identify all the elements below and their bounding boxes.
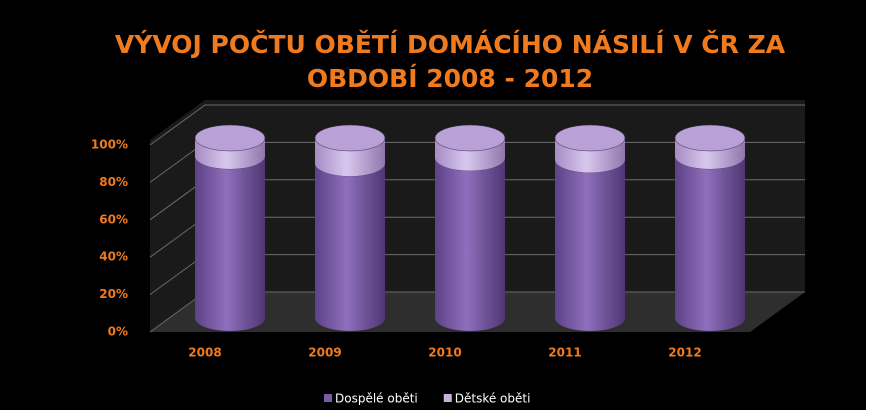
cylinder-top — [434, 124, 506, 152]
y-tick-label: 60% — [99, 212, 128, 226]
y-tick-label: 100% — [91, 138, 128, 152]
cylinder-segment — [195, 156, 265, 331]
y-tick-label: 40% — [99, 250, 128, 264]
y-tick-label: 80% — [99, 175, 128, 189]
legend-swatch — [324, 394, 332, 402]
grid-line — [149, 104, 805, 146]
y-tick-label: 0% — [108, 325, 128, 339]
cylinder-segment — [555, 159, 625, 331]
cylinder-top — [674, 124, 746, 152]
cylinder-segment — [675, 156, 745, 331]
y-tick-label: 20% — [99, 287, 128, 301]
cylinder-top — [554, 124, 626, 152]
chart-title: VÝVOJ POČTU OBĚTÍ DOMÁCÍHO NÁSILÍ V ČR Z… — [115, 29, 786, 59]
chart-title: OBDOBÍ 2008 - 2012 — [307, 64, 593, 93]
cylinder-top — [194, 124, 266, 152]
x-tick-label: 2010 — [428, 346, 461, 360]
cylinder-top — [314, 124, 386, 152]
x-tick-label: 2009 — [308, 346, 341, 360]
cylinder-segment — [435, 157, 505, 331]
legend-swatch — [443, 394, 452, 402]
legend-label: Dospělé oběti — [335, 392, 418, 406]
legend-label: Dětské oběti — [455, 392, 531, 406]
x-tick-label: 2011 — [548, 346, 581, 360]
x-tick-label: 2008 — [188, 346, 221, 360]
cylinder-segment — [315, 163, 385, 331]
x-tick-label: 2012 — [668, 346, 701, 360]
